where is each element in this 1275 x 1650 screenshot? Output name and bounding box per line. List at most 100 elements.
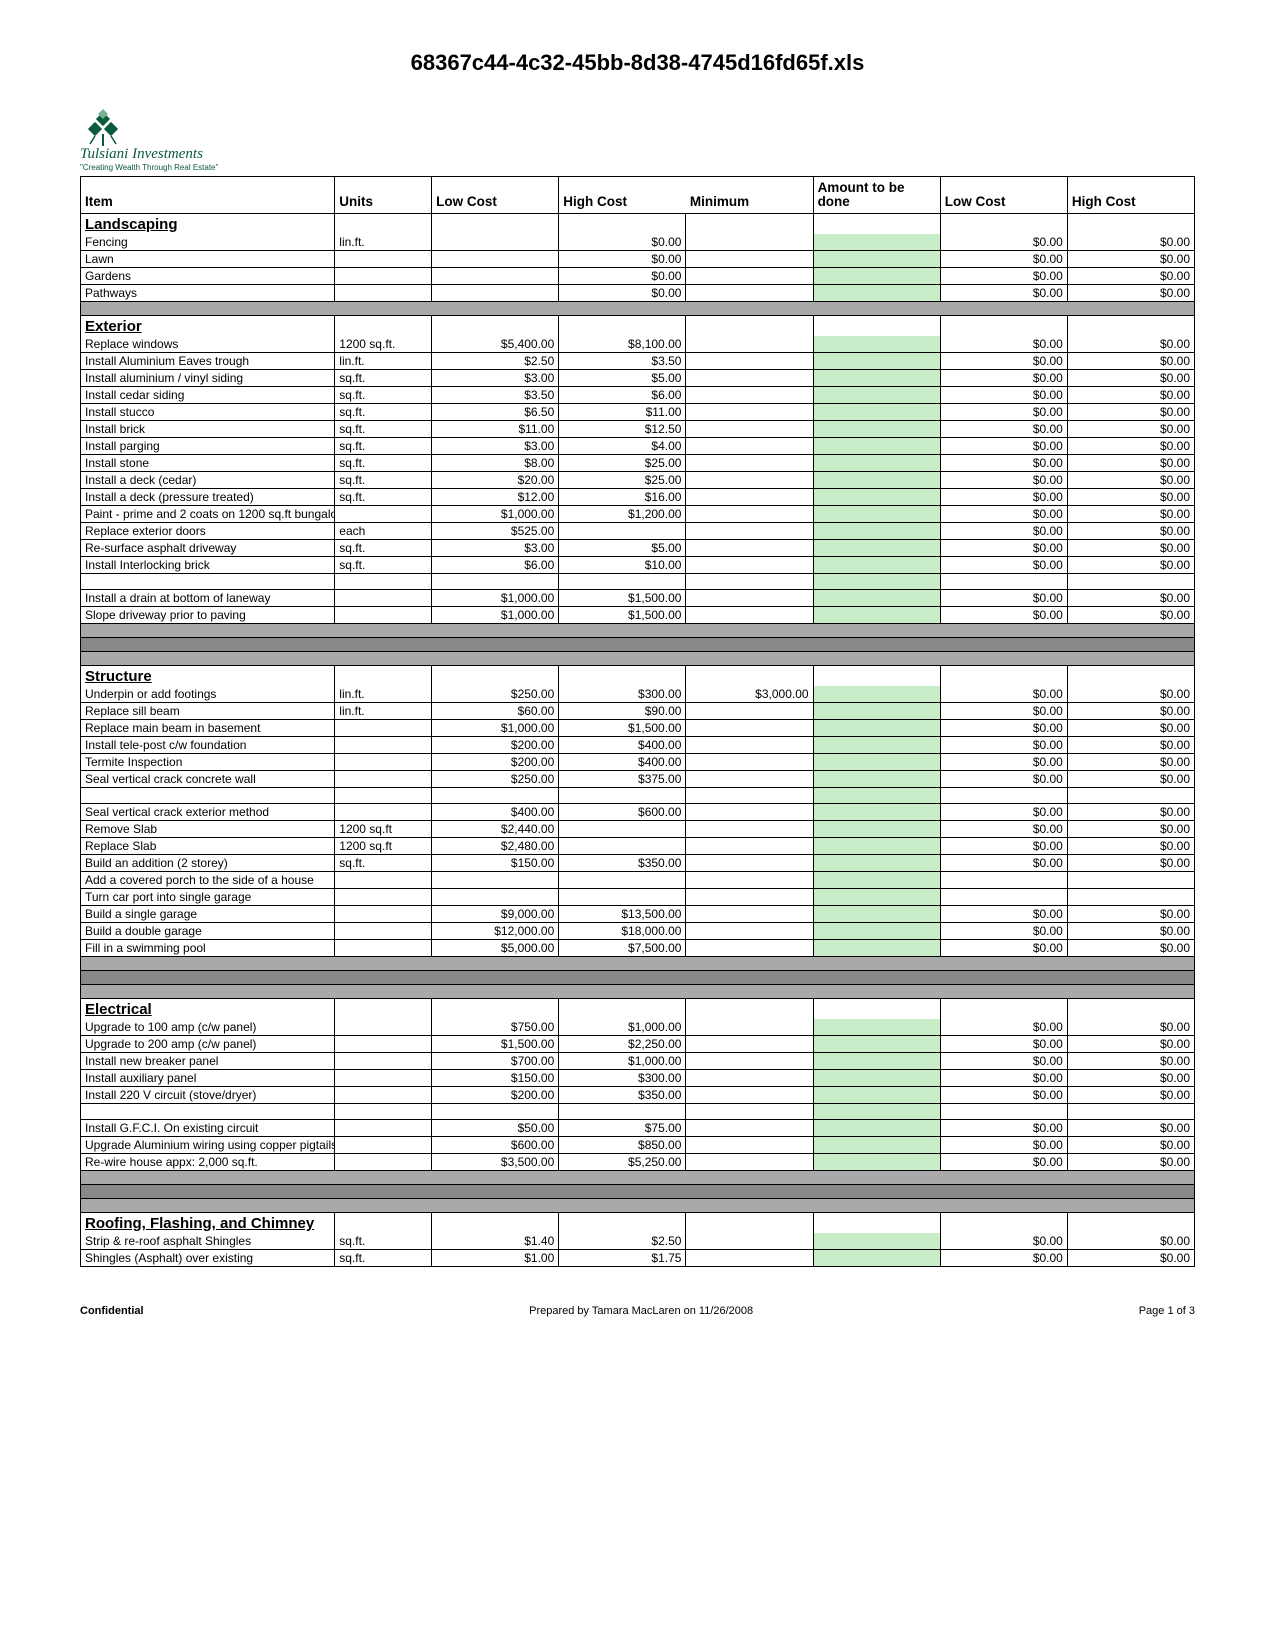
low-cost-cell: $1,000.00 [432,590,559,607]
item-cell: Build an addition (2 storey) [81,855,335,872]
low-cost-cell: $2,480.00 [432,838,559,855]
amount-cell [813,489,940,506]
high-cost2-cell [1067,872,1194,889]
item-cell: Termite Inspection [81,754,335,771]
low-cost-cell: $1,500.00 [432,1036,559,1053]
units-cell: sq.ft. [335,855,432,872]
low-cost2-cell: $0.00 [940,1087,1067,1104]
table-row: Install cedar sidingsq.ft.$3.50$6.00$0.0… [81,387,1195,404]
high-cost2-cell: $0.00 [1067,771,1194,788]
units-cell [335,607,432,624]
low-cost-cell: $250.00 [432,686,559,703]
table-row: Install Interlocking bricksq.ft.$6.00$10… [81,557,1195,574]
low-cost2-cell: $0.00 [940,1120,1067,1137]
minimum-cell [686,472,813,489]
table-row: Termite Inspection$200.00$400.00$0.00$0.… [81,754,1195,771]
units-cell [335,771,432,788]
minimum-cell [686,1233,813,1250]
amount-cell [813,404,940,421]
high-cost2-cell: $0.00 [1067,607,1194,624]
amount-cell [813,737,940,754]
th-amount: Amount to be done [813,177,940,214]
footer-left: Confidential [80,1305,144,1317]
low-cost-cell: $200.00 [432,737,559,754]
units-cell [335,506,432,523]
table-row [81,574,1195,590]
table-row: Install pargingsq.ft.$3.00$4.00$0.00$0.0… [81,438,1195,455]
amount-cell [813,923,940,940]
low-cost-cell [432,251,559,268]
table-row: Install a deck (cedar)sq.ft.$20.00$25.00… [81,472,1195,489]
table-row: Add a covered porch to the side of a hou… [81,872,1195,889]
amount-cell [813,353,940,370]
low-cost-cell: $8.00 [432,455,559,472]
item-cell: Replace windows [81,336,335,353]
low-cost2-cell: $0.00 [940,754,1067,771]
amount-cell [813,940,940,957]
units-cell [335,720,432,737]
units-cell: sq.ft. [335,404,432,421]
high-cost-cell: $16.00 [559,489,686,506]
minimum-cell [686,804,813,821]
table-row: Underpin or add footingslin.ft.$250.00$3… [81,686,1195,703]
high-cost-cell [559,872,686,889]
low-cost-cell [432,872,559,889]
table-row: Install auxiliary panel$150.00$300.00$0.… [81,1070,1195,1087]
high-cost-cell: $300.00 [559,686,686,703]
units-cell [335,1070,432,1087]
high-cost-cell: $350.00 [559,855,686,872]
document-title: 68367c44-4c32-45bb-8d38-4745d16fd65f.xls [80,50,1195,76]
minimum-cell: $3,000.00 [686,686,813,703]
amount-cell [813,336,940,353]
table-row: Install new breaker panel$700.00$1,000.0… [81,1053,1195,1070]
table-row: Upgrade to 100 amp (c/w panel)$750.00$1,… [81,1019,1195,1036]
low-cost-cell: $1,000.00 [432,506,559,523]
low-cost2-cell: $0.00 [940,285,1067,302]
item-cell: Shingles (Asphalt) over existing [81,1250,335,1267]
low-cost2-cell: $0.00 [940,686,1067,703]
amount-cell [813,557,940,574]
low-cost2-cell [940,872,1067,889]
units-cell [335,737,432,754]
low-cost2-cell: $0.00 [940,353,1067,370]
high-cost-cell: $0.00 [559,268,686,285]
minimum-cell [686,889,813,906]
minimum-cell [686,387,813,404]
low-cost-cell: $1.00 [432,1250,559,1267]
amount-cell [813,1036,940,1053]
amount-cell [813,771,940,788]
low-cost2-cell: $0.00 [940,1019,1067,1036]
high-cost2-cell: $0.00 [1067,1250,1194,1267]
minimum-cell [686,1070,813,1087]
high-cost-cell: $850.00 [559,1137,686,1154]
table-row: Install Aluminium Eaves troughlin.ft.$2.… [81,353,1195,370]
high-cost2-cell: $0.00 [1067,506,1194,523]
amount-cell [813,370,940,387]
low-cost2-cell: $0.00 [940,455,1067,472]
item-cell: Replace exterior doors [81,523,335,540]
low-cost-cell: $1.40 [432,1233,559,1250]
high-cost-cell: $6.00 [559,387,686,404]
units-cell: 1200 sq.ft. [335,336,432,353]
high-cost2-cell: $0.00 [1067,438,1194,455]
table-row [81,638,1195,652]
high-cost2-cell: $0.00 [1067,1019,1194,1036]
units-cell [335,251,432,268]
low-cost-cell [432,268,559,285]
high-cost-cell: $0.00 [559,251,686,268]
minimum-cell [686,838,813,855]
units-cell: lin.ft. [335,353,432,370]
minimum-cell [686,703,813,720]
low-cost2-cell: $0.00 [940,251,1067,268]
item-cell: Add a covered porch to the side of a hou… [81,872,335,889]
minimum-cell [686,940,813,957]
table-row: Pathways$0.00$0.00$0.00 [81,285,1195,302]
low-cost2-cell: $0.00 [940,720,1067,737]
high-cost2-cell: $0.00 [1067,387,1194,404]
item-cell: Re-wire house appx: 2,000 sq.ft. [81,1154,335,1171]
units-cell: sq.ft. [335,1250,432,1267]
high-cost2-cell: $0.00 [1067,804,1194,821]
amount-cell [813,804,940,821]
low-cost-cell: $5,000.00 [432,940,559,957]
low-cost-cell: $3.00 [432,438,559,455]
